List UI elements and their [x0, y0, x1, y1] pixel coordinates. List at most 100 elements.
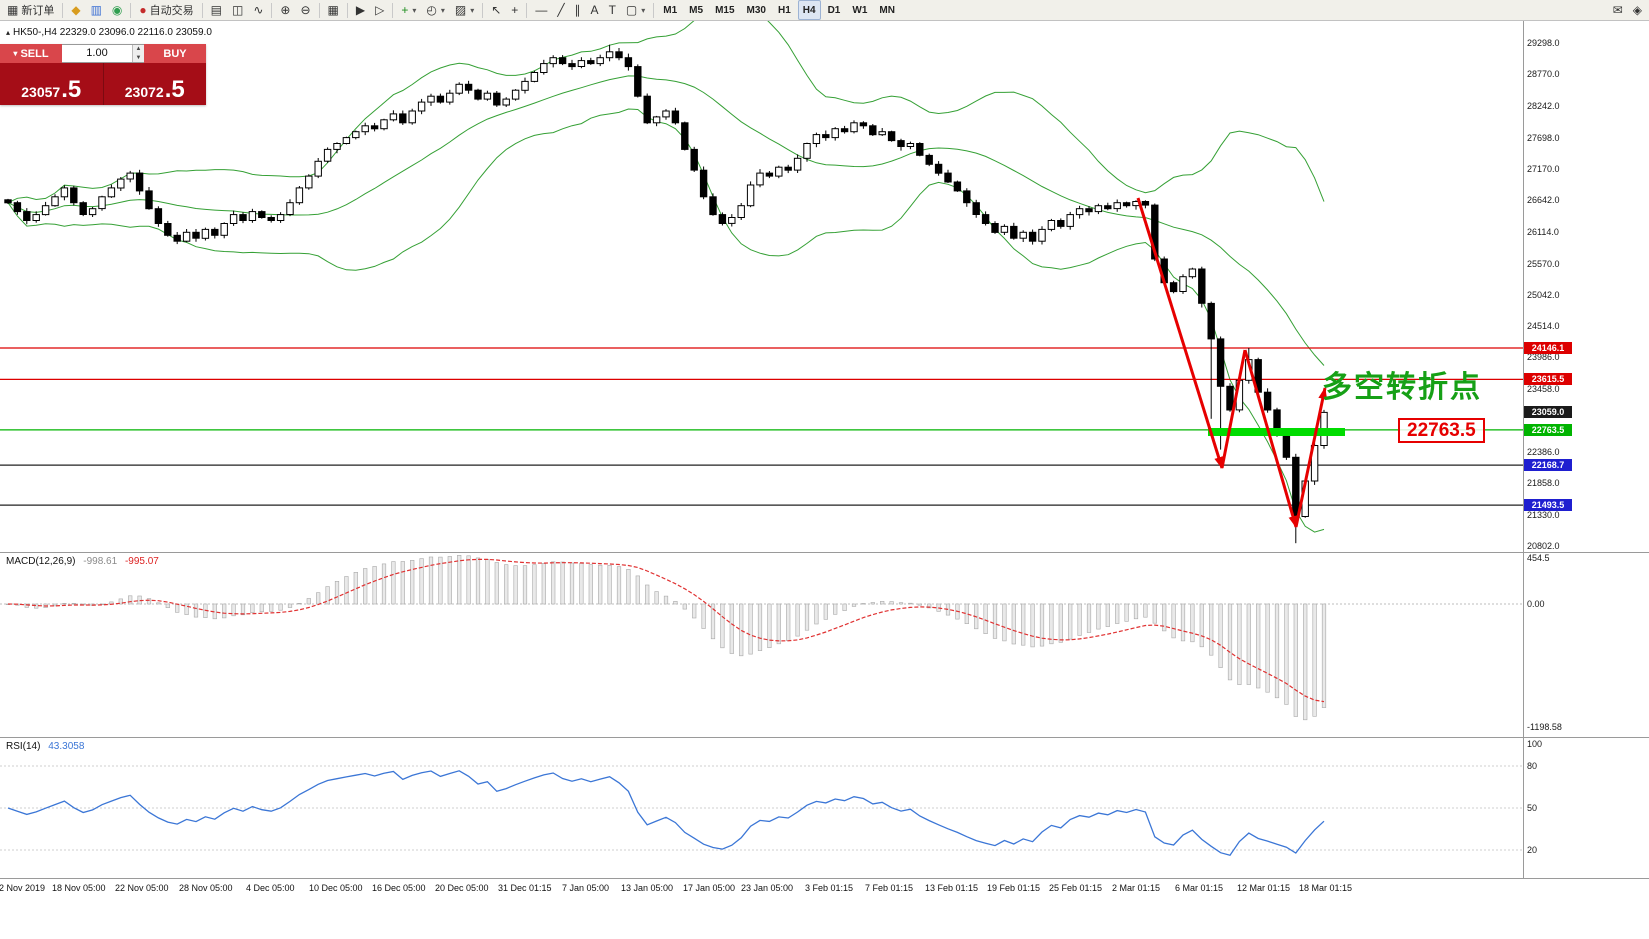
trendline-icon: ╱: [557, 3, 565, 17]
text-label-button[interactable]: T: [605, 0, 620, 20]
community-button[interactable]: ◈: [1629, 0, 1646, 20]
panel-separator-main-macd[interactable]: [0, 552, 1649, 553]
templates-dropdown-icon[interactable]: ▾: [470, 5, 475, 15]
data-window-button[interactable]: ▥: [87, 0, 106, 20]
timeframe-h4-button[interactable]: H4: [797, 0, 821, 20]
candle-down: [671, 110, 680, 124]
macd-histogram-bar: [240, 603, 246, 616]
candle-down: [934, 163, 943, 174]
candle-down: [267, 217, 275, 221]
candle-down: [145, 190, 153, 210]
cursor-button[interactable]: ↖: [487, 0, 505, 20]
zoom-in-button[interactable]: ⊕: [276, 0, 294, 20]
macd-histogram-bar: [250, 603, 255, 613]
candle-down: [709, 196, 717, 216]
chart-shift-button[interactable]: ▷: [371, 0, 388, 20]
candle-down: [1104, 205, 1112, 210]
bollinger-upper-band: [7, 21, 1325, 204]
timeframe-m30-button[interactable]: M30: [742, 0, 771, 20]
candle-up: [1094, 205, 1103, 213]
price-axis-label: 27170.0: [1527, 164, 1560, 174]
price-axis-label: 21858.0: [1527, 478, 1560, 488]
timeframe-h1-button[interactable]: H1: [773, 0, 796, 20]
crosshair-button[interactable]: +: [507, 0, 522, 20]
crosshair-icon: +: [511, 3, 519, 17]
candle-up: [793, 157, 802, 171]
trend-arrow[interactable]: [1136, 197, 1224, 469]
macd-axis-label: -1198.58: [1527, 722, 1562, 732]
panel-separator-macd-rsi[interactable]: [0, 737, 1649, 738]
toolbar-separator: [346, 2, 348, 18]
new-chart-button[interactable]: + ▾: [397, 0, 420, 20]
candle-up: [342, 137, 351, 145]
sell-button[interactable]: ▾ SELL: [0, 44, 62, 63]
timeframe-m15-button[interactable]: M15: [710, 0, 739, 20]
volume-value[interactable]: 1.00: [86, 47, 108, 59]
macd-histogram-bar: [457, 554, 462, 605]
trend-arrow[interactable]: [1294, 387, 1328, 528]
macd-histogram-bar: [1303, 603, 1308, 721]
toolbar-separator: [653, 2, 655, 18]
timeframe-m1-button[interactable]: M1: [658, 0, 682, 20]
chart-line-button[interactable]: ∿: [249, 0, 267, 20]
periods-dropdown-icon[interactable]: ▾: [440, 5, 445, 15]
volume-down-icon[interactable]: ▼: [133, 53, 144, 62]
candle-down: [784, 166, 792, 171]
timeframe-mn-button[interactable]: MN: [874, 0, 900, 20]
autotrading-button[interactable]: ● 自动交易: [135, 0, 197, 20]
trend-arrow[interactable]: [1220, 349, 1247, 469]
trend-arrow[interactable]: [1243, 349, 1298, 528]
market-watch-button[interactable]: ◆: [67, 0, 84, 20]
buy-button[interactable]: BUY: [144, 44, 206, 63]
timeframe-w1-button[interactable]: W1: [847, 0, 872, 20]
periods-button[interactable]: ◴ ▾: [422, 0, 449, 20]
navigator-button[interactable]: ◉: [108, 0, 126, 20]
candle-up: [502, 98, 510, 106]
buy-price-box[interactable]: 23072 .5: [103, 63, 206, 105]
trade-panel-toggle-icon[interactable]: ▾: [13, 49, 18, 58]
macd-histogram-bar: [62, 602, 67, 605]
sell-price-box[interactable]: 23057 .5: [0, 63, 104, 105]
horizontal-line-button[interactable]: —: [531, 0, 551, 20]
macd-histogram-bar: [1227, 603, 1233, 681]
toolbar-separator: [62, 2, 64, 18]
macd-histogram-bar: [1237, 603, 1242, 685]
chart-bars-button[interactable]: ▤: [207, 0, 226, 20]
volume-stepper[interactable]: ▲ ▼: [132, 45, 144, 62]
macd-histogram-bar: [551, 561, 556, 605]
data-window-icon: ▥: [90, 3, 102, 17]
new-order-button[interactable]: ▦ 新订单: [3, 0, 58, 20]
grid-button[interactable]: ▦: [324, 0, 343, 20]
macd-histogram-bar: [701, 603, 706, 629]
macd-histogram-bar: [1068, 603, 1073, 640]
macd-histogram-bar: [372, 566, 377, 605]
chart-candlesticks-button[interactable]: ◫: [228, 0, 247, 20]
shapes-button[interactable]: ▢ ▾: [622, 0, 649, 20]
text-button[interactable]: A: [587, 0, 603, 20]
candle-up: [775, 166, 783, 177]
templates-button[interactable]: ▨ ▾: [451, 0, 478, 20]
buy-price-frac: .5: [164, 75, 185, 103]
macd-histogram-bar: [795, 603, 800, 637]
shapes-dropdown-icon[interactable]: ▾: [641, 5, 646, 15]
candle-down: [634, 66, 642, 97]
mailbox-button[interactable]: ✉: [1609, 0, 1627, 20]
macd-histogram-bar: [851, 603, 857, 607]
volume-up-icon[interactable]: ▲: [133, 45, 144, 54]
price-axis-label: 23986.0: [1527, 352, 1560, 362]
volume-field[interactable]: 1.00 ▲ ▼: [62, 44, 144, 63]
candle-down: [718, 214, 727, 225]
candle-up: [446, 92, 454, 103]
macd-histogram-bar: [504, 564, 509, 605]
channel-button[interactable]: ∥: [571, 0, 585, 20]
support-zone-bar[interactable]: [1208, 428, 1345, 436]
new-chart-dropdown-icon[interactable]: ▾: [412, 5, 417, 15]
trendline-button[interactable]: ╱: [553, 0, 568, 20]
zoom-out-button[interactable]: ⊖: [296, 0, 314, 20]
auto-scroll-button[interactable]: ▶: [352, 0, 369, 20]
timeframe-m5-button[interactable]: M5: [684, 0, 708, 20]
macd-histogram-bar: [287, 603, 293, 608]
macd-histogram-bar: [1171, 603, 1176, 639]
timeframe-d1-button[interactable]: D1: [823, 0, 846, 20]
